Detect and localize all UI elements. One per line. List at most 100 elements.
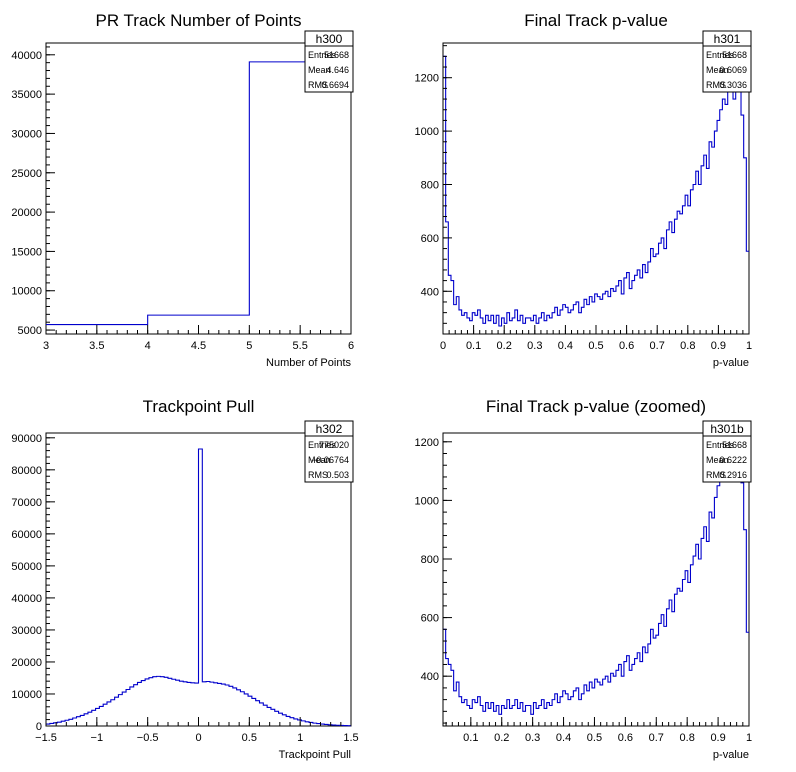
stats-label: RMS <box>706 470 726 480</box>
y-tick-label: 25000 <box>11 168 42 180</box>
stats-value: 0.6222 <box>719 455 747 465</box>
stats-box-name: h302 <box>316 422 343 436</box>
x-tick-label: 0.3 <box>525 732 540 744</box>
y-tick-label: 30000 <box>11 625 42 637</box>
x-tick-label: 0.1 <box>466 340 481 352</box>
y-tick-label: 60000 <box>11 529 42 541</box>
chart-title: Trackpoint Pull <box>143 397 255 416</box>
stats-value: 51668 <box>722 440 747 450</box>
x-tick-label: 0.8 <box>680 340 695 352</box>
y-tick-label: 10000 <box>11 689 42 701</box>
chart-title: Final Track p-value (zoomed) <box>486 397 706 416</box>
x-tick-label: 0.4 <box>556 732 571 744</box>
y-axis: 400 600 800 1000 1200 <box>415 437 452 724</box>
x-tick-label: −1.5 <box>35 732 57 744</box>
stats-label: Mean <box>308 455 331 465</box>
x-tick-label: 1 <box>746 732 752 744</box>
x-tick-label: 5.5 <box>293 340 308 352</box>
y-tick-label: 1000 <box>415 126 439 138</box>
y-tick-label: 70000 <box>11 497 42 509</box>
x-tick-label: 0.5 <box>588 340 603 352</box>
x-tick-label: 0.3 <box>527 340 542 352</box>
stats-box-name: h301b <box>710 422 744 436</box>
stats-box-frame <box>702 30 752 93</box>
y-tick-label: 1200 <box>415 73 439 85</box>
stats-box-frame <box>702 420 752 483</box>
y-axis: 400 600 800 1000 1200 <box>415 45 452 335</box>
y-tick-label: 50000 <box>11 561 42 573</box>
y-tick-label: 20000 <box>11 657 42 669</box>
y-tick-label: 1200 <box>415 437 439 449</box>
x-axis-label: Trackpoint Pull <box>279 749 351 761</box>
chart-title: Final Track p-value <box>524 11 668 30</box>
x-tick-label: 4 <box>145 340 151 352</box>
x-tick-label: 0.2 <box>497 340 512 352</box>
stats-label: Entries <box>308 50 337 60</box>
stats-value: 0.503 <box>326 470 349 480</box>
y-tick-label: 15000 <box>11 246 42 258</box>
y-tick-label: 80000 <box>11 465 42 477</box>
x-tick-label: 3.5 <box>89 340 104 352</box>
y-axis: 0 10000 20000 30000 40000 50000 60000 70000 8000… <box>11 433 55 733</box>
stats-label: RMS <box>308 80 328 90</box>
y-tick-label: 400 <box>421 671 439 683</box>
y-tick-label: 400 <box>421 286 439 298</box>
x-axis: −1.5 −1 −0.5 0 0.5 1 1.5 Trackpoint Pull <box>35 717 359 761</box>
stats-label: Entries <box>706 440 735 450</box>
stats-value: 0.6069 <box>719 65 747 75</box>
x-tick-label: 3 <box>43 340 49 352</box>
stats-value: 51668 <box>324 50 349 60</box>
y-tick-label: 0 <box>36 721 42 733</box>
x-axis-label: p-value <box>713 749 749 761</box>
stats-label: RMS <box>308 470 328 480</box>
stats-label: Entries <box>308 440 337 450</box>
stats-label: Mean <box>706 65 729 75</box>
x-tick-label: 0.1 <box>463 732 478 744</box>
histogram-panel-h301b: Final Track p-value (zoomed) 0.1 0.2 0.3 0.4… <box>415 397 753 761</box>
x-tick-label: −0.5 <box>137 732 159 744</box>
stats-value: 0.3036 <box>719 80 747 90</box>
histogram-line <box>443 441 749 715</box>
x-tick-label: 0.6 <box>619 340 634 352</box>
histogram-panel-h302: Trackpoint Pull −1.5 −1 −0.5 0 0.5 1 1.5 Trackpo… <box>11 397 358 761</box>
x-tick-label: 1 <box>746 340 752 352</box>
plot-frame <box>442 432 750 727</box>
y-tick-label: 20000 <box>11 207 42 219</box>
x-axis: 3 3.5 4 4.5 5 5.5 6 Number of Points <box>43 325 354 369</box>
x-axis: 0.1 0.2 0.3 0.4 0.5 0.6 0.7 0.8 0.9 1 p-value <box>445 717 752 761</box>
stats-value: −0.06764 <box>311 455 349 465</box>
x-tick-label: 1.5 <box>343 732 358 744</box>
y-tick-label: 800 <box>421 554 439 566</box>
x-axis: 0 0.1 0.2 0.3 0.4 0.5 0.6 0.7 0.8 0.9 1 p-value <box>440 325 752 369</box>
y-tick-label: 10000 <box>11 286 42 298</box>
x-tick-label: 4.5 <box>191 340 206 352</box>
x-tick-label: 1 <box>297 732 303 744</box>
histogram-panel-h301: Final Track p-value 0 0.1 0.2 0.3 0.4 0.5 0.6 0.… <box>415 11 753 369</box>
y-tick-label: 30000 <box>11 128 42 140</box>
y-tick-label: 5000 <box>18 325 42 337</box>
stats-box-name: h300 <box>316 32 343 46</box>
y-tick-label: 800 <box>421 179 439 191</box>
stats-box-frame <box>304 420 354 483</box>
stats-value: 0.2916 <box>719 470 747 480</box>
y-tick-label: 600 <box>421 233 439 245</box>
stats-value: 4.646 <box>326 65 349 75</box>
x-tick-label: 0.9 <box>710 732 725 744</box>
x-tick-label: 0.8 <box>680 732 695 744</box>
x-tick-label: 0.5 <box>587 732 602 744</box>
x-axis-label: p-value <box>713 357 749 369</box>
histogram-line <box>46 61 351 326</box>
x-tick-label: 0.7 <box>649 732 664 744</box>
y-tick-label: 40000 <box>11 593 42 605</box>
chart-title: PR Track Number of Points <box>96 11 302 30</box>
x-tick-label: 0.6 <box>618 732 633 744</box>
stats-label: Mean <box>706 455 729 465</box>
y-tick-label: 40000 <box>11 50 42 62</box>
y-tick-label: 35000 <box>11 89 42 101</box>
histogram-panel-h300: PR Track Number of Points 3 3.5 4 4.5 5 5.5 6 Nu… <box>11 11 354 369</box>
